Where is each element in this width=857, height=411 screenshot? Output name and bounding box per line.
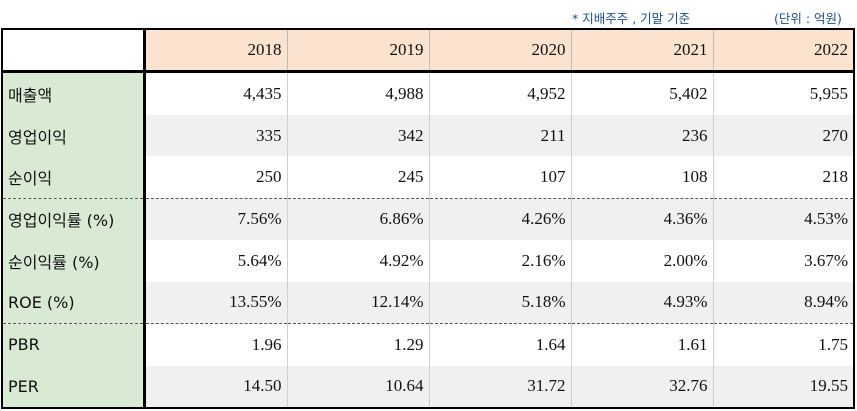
cell-value: 31.72 bbox=[429, 365, 572, 409]
cell-value: 3.67% bbox=[713, 240, 855, 282]
cell-value: 250 bbox=[144, 156, 288, 199]
header-year: 2020 bbox=[429, 28, 572, 74]
cell-value: 10.64 bbox=[287, 365, 430, 409]
row-label: PER bbox=[1, 365, 146, 409]
table-row: 영업이익 335 342 211 236 270 bbox=[1, 114, 855, 157]
cell-value: 4,435 bbox=[144, 71, 288, 115]
table-row: PER 14.50 10.64 31.72 32.76 19.55 bbox=[1, 365, 855, 409]
cell-value: 14.50 bbox=[144, 365, 288, 409]
cell-value: 12.14% bbox=[287, 281, 430, 324]
table-row: 순이익 250 245 107 108 218 bbox=[1, 156, 855, 199]
cell-value: 32.76 bbox=[571, 365, 714, 409]
cell-value: 4.92% bbox=[287, 240, 430, 282]
cell-value: 270 bbox=[713, 114, 855, 157]
table-row: PBR 1.96 1.29 1.64 1.61 1.75 bbox=[1, 323, 855, 366]
cell-value: 5.64% bbox=[144, 240, 288, 282]
table-row: 영업이익률 (%) 7.56% 6.86% 4.26% 4.36% 4.53% bbox=[1, 197, 855, 241]
row-label: 매출액 bbox=[1, 71, 146, 115]
table-row: ROE (%) 13.55% 12.14% 5.18% 4.93% 8.94% bbox=[1, 281, 855, 324]
header-year: 2018 bbox=[144, 28, 288, 74]
cell-value: 108 bbox=[571, 156, 714, 199]
cell-value: 7.56% bbox=[144, 197, 288, 241]
basis-note: * 지배주주 , 기말 기준 bbox=[572, 11, 691, 26]
cell-value: 19.55 bbox=[713, 365, 855, 409]
row-label: PBR bbox=[1, 323, 146, 366]
cell-value: 5.18% bbox=[429, 281, 572, 324]
cell-value: 4.53% bbox=[713, 197, 855, 241]
row-label: 영업이익 bbox=[1, 114, 146, 157]
row-label: 순이익 bbox=[1, 156, 146, 199]
header-year: 2019 bbox=[287, 28, 430, 74]
cell-value: 13.55% bbox=[144, 281, 288, 324]
financial-table: 2018 2019 2020 2021 2022 매출액 4,435 4,988… bbox=[1, 28, 855, 409]
unit-note: (단위 : 억원) bbox=[774, 11, 842, 26]
header-year: 2022 bbox=[713, 28, 855, 74]
cell-value: 2.00% bbox=[571, 240, 714, 282]
table-notes: * 지배주주 , 기말 기준 (단위 : 억원) bbox=[0, 6, 857, 26]
cell-value: 1.64 bbox=[429, 323, 572, 366]
cell-value: 5,402 bbox=[571, 71, 714, 115]
header-row: 2018 2019 2020 2021 2022 bbox=[1, 28, 855, 74]
row-label: 영업이익률 (%) bbox=[1, 197, 146, 241]
cell-value: 211 bbox=[429, 114, 572, 157]
cell-value: 4.36% bbox=[571, 197, 714, 241]
cell-value: 1.96 bbox=[144, 323, 288, 366]
table-row: 순이익률 (%) 5.64% 4.92% 2.16% 2.00% 3.67% bbox=[1, 240, 855, 282]
cell-value: 2.16% bbox=[429, 240, 572, 282]
cell-value: 4.93% bbox=[571, 281, 714, 324]
row-label: ROE (%) bbox=[1, 281, 146, 324]
cell-value: 107 bbox=[429, 156, 572, 199]
cell-value: 335 bbox=[144, 114, 288, 157]
row-label: 순이익률 (%) bbox=[1, 240, 146, 282]
cell-value: 6.86% bbox=[287, 197, 430, 241]
cell-value: 1.61 bbox=[571, 323, 714, 366]
cell-value: 236 bbox=[571, 114, 714, 157]
cell-value: 245 bbox=[287, 156, 430, 199]
cell-value: 8.94% bbox=[713, 281, 855, 324]
header-corner-cell bbox=[1, 28, 146, 74]
header-year: 2021 bbox=[571, 28, 714, 74]
table-row: 매출액 4,435 4,988 4,952 5,402 5,955 bbox=[1, 71, 855, 115]
cell-value: 1.75 bbox=[713, 323, 855, 366]
cell-value: 4,952 bbox=[429, 71, 572, 115]
cell-value: 5,955 bbox=[713, 71, 855, 115]
cell-value: 342 bbox=[287, 114, 430, 157]
cell-value: 218 bbox=[713, 156, 855, 199]
cell-value: 4.26% bbox=[429, 197, 572, 241]
cell-value: 4,988 bbox=[287, 71, 430, 115]
cell-value: 1.29 bbox=[287, 323, 430, 366]
